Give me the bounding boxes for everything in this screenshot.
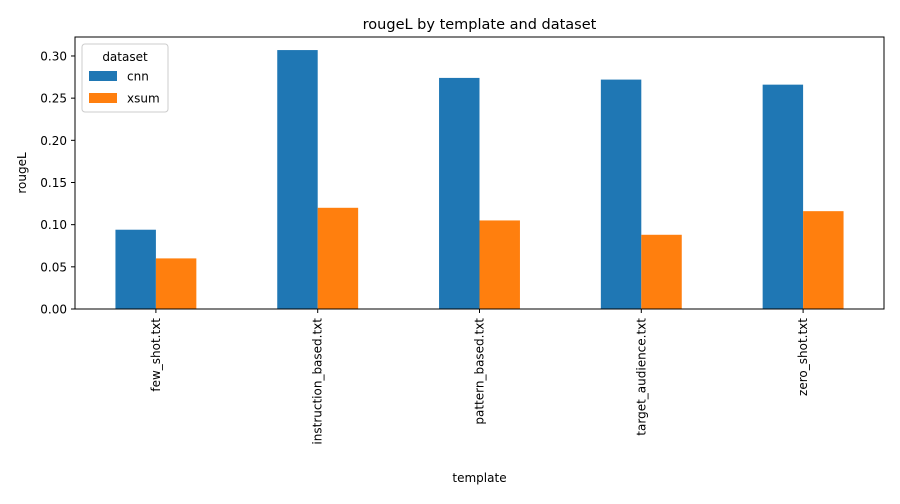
x-tick-label: zero_shot.txt [796,318,810,396]
y-tick-label: 0.30 [40,49,67,63]
legend-title: dataset [102,50,148,64]
y-tick-label: 0.25 [40,92,67,106]
legend-label-xsum: xsum [127,92,160,106]
bar-xsum-few-shot-txt [155,258,197,309]
x-tick-label: few_shot.txt [149,318,163,392]
y-axis-label: rougeL [15,152,29,194]
legend-swatch-cnn [89,71,117,81]
y-tick-label: 0.15 [40,176,67,190]
bar-cnn-few-shot-txt [115,229,156,309]
y-tick-label: 0.05 [40,260,67,274]
x-tick-label: pattern_based.txt [473,318,487,425]
y-tick-label: 0.00 [40,303,67,317]
legend: dataset cnn xsum [81,43,169,113]
bar-xsum-zero-shot-txt [803,211,844,309]
legend-swatch-xsum [89,93,117,103]
x-axis-label: template [452,471,506,485]
y-tick-label: 0.20 [40,134,67,148]
x-tick-label: target_audience.txt [634,318,648,436]
y-axis: 0.00 0.05 0.10 0.15 0.20 0.25 0.30 [40,49,75,317]
bar-cnn-target-audience-txt [600,79,642,309]
bars-group [115,50,844,309]
bar-cnn-zero-shot-txt [762,84,804,309]
bar-cnn-pattern-based-txt [439,77,480,309]
x-axis: few_shot.txt instruction_based.txt pattern… [149,309,810,445]
legend-label-cnn: cnn [127,70,149,84]
chart-title: rougeL by template and dataset [363,17,597,33]
y-tick-label: 0.10 [40,218,67,232]
bar-xsum-target-audience-txt [641,234,682,309]
bar-xsum-instruction-based-txt [317,207,359,309]
x-tick-label: instruction_based.txt [311,318,325,445]
bar-cnn-instruction-based-txt [277,50,318,309]
bar-xsum-pattern-based-txt [479,220,520,309]
